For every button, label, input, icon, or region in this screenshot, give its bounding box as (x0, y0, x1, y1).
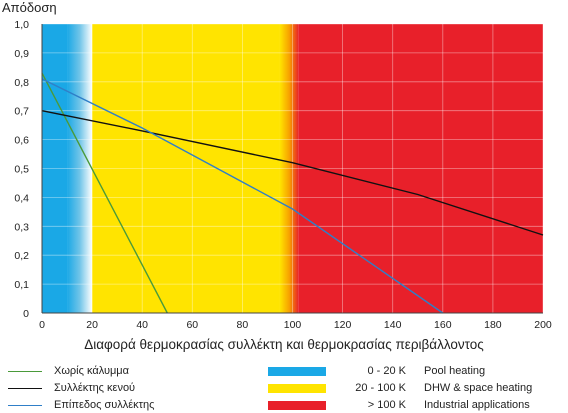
series-line-2 (41, 78, 444, 314)
y-tick-label: 0,3 (14, 221, 29, 233)
y-tick-label: 0,6 (14, 135, 29, 147)
legend-range-industrial: > 100 K (367, 399, 406, 411)
legend-label-vacuum: Συλλέκτης κενού (54, 382, 136, 394)
x-tick-label: 0 (39, 319, 45, 331)
x-tick-label: 20 (86, 319, 98, 331)
legend-label-industrial: Industrial applications (424, 399, 530, 411)
legend-item-uncovered: Χωρίς κάλυμμα (8, 363, 129, 379)
x-tick-label: 60 (186, 319, 198, 331)
x-tick-label: 120 (334, 319, 352, 331)
x-tick-label: 140 (384, 319, 402, 331)
y-tick-label: 0,8 (14, 77, 29, 89)
series-lines (41, 72, 544, 314)
axes (41, 24, 543, 314)
band-transition-dhw-industrial (279, 24, 299, 313)
legend-label-dhw: DHW & space heating (424, 382, 533, 394)
legend-label-flat: Επίπεδος συλλέκτης (54, 399, 155, 411)
x-tick-label: 80 (237, 319, 249, 331)
x-tick-label: 40 (136, 319, 148, 331)
y-tick-label: 0,4 (14, 192, 29, 204)
legend-label-pool: Pool heating (424, 365, 486, 377)
legend-item-vacuum: Συλλέκτης κενού (8, 380, 135, 396)
series-line-0 (41, 72, 168, 314)
legend-line-uncovered (8, 370, 42, 372)
legend-swatch-dhw (268, 383, 326, 393)
y-tick-label: 0,1 (14, 279, 29, 291)
x-axis-title: Διαφορά θερμοκρασίας συλλέκτη και θερμοκ… (84, 337, 484, 352)
series-line-1 (41, 110, 544, 236)
y-tick-label: 0 (23, 308, 29, 320)
y-axis-title: Απόδοση (2, 0, 57, 15)
x-tick-label: 200 (534, 319, 552, 331)
x-tick-label: 100 (284, 319, 302, 331)
y-tick-label: 0,9 (14, 48, 29, 60)
legend: Χωρίς κάλυμμα Συλλέκτης κενού Επίπεδος σ… (0, 360, 568, 413)
legend-label-uncovered: Χωρίς κάλυμμα (54, 365, 129, 377)
y-tick-label: 0,2 (14, 250, 29, 262)
tick-labels: 0 20 40 60 80 100 120 140 160 180 200 0 0,1 0,2 0,3 0,4… (14, 19, 552, 331)
legend-swatch-industrial (268, 400, 326, 410)
legend-range-pool: 0 - 20 K (367, 365, 406, 377)
legend-band-industrial: > 100 K Industrial applications (268, 397, 530, 413)
y-tick-label: 0,5 (14, 164, 29, 176)
y-tick-label: 1,0 (14, 19, 29, 31)
legend-line-flat (8, 404, 42, 406)
legend-swatch-pool (268, 366, 326, 376)
legend-band-pool: 0 - 20 K Pool heating (268, 363, 485, 379)
band-dhw (92, 24, 280, 313)
application-bands (42, 24, 543, 313)
y-tick-label: 0,7 (14, 106, 29, 118)
legend-range-dhw: 20 - 100 K (355, 382, 406, 394)
legend-item-flat: Επίπεδος συλλέκτης (8, 397, 154, 413)
band-pool (42, 24, 68, 313)
x-tick-label: 160 (434, 319, 452, 331)
x-tick-label: 180 (484, 319, 502, 331)
legend-line-vacuum (8, 387, 42, 389)
band-industrial (298, 24, 543, 313)
band-transition-pool-dhw (67, 24, 93, 313)
legend-band-dhw: 20 - 100 K DHW & space heating (268, 380, 532, 396)
